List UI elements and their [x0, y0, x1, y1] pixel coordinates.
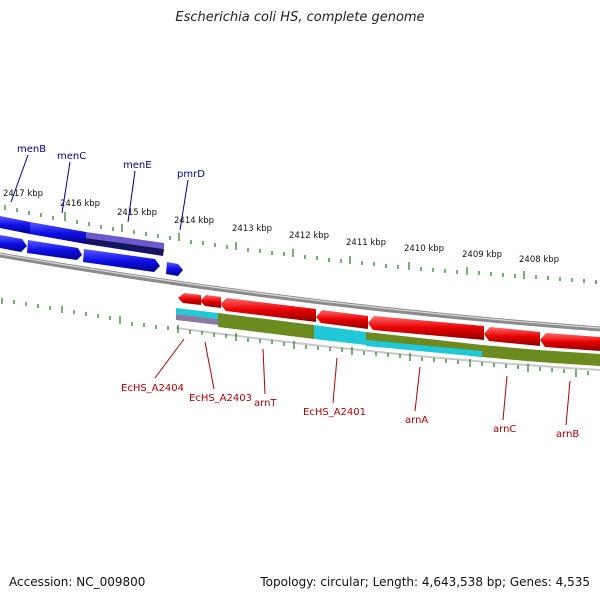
gene-arrow-menE[interactable] [86, 232, 164, 249]
feature-olive-d [538, 350, 600, 366]
gene-label-EcHS_A2404[interactable]: EcHS_A2404 [121, 383, 184, 394]
gene-arrow-arnB[interactable] [540, 333, 600, 351]
feature-cyan-c [366, 340, 482, 357]
gene-label-arnA[interactable]: arnA [405, 415, 428, 426]
ruler-label: 2415 kbp [117, 208, 157, 218]
gene-arrow-menB[interactable] [0, 216, 30, 234]
gene-label-menE[interactable]: menE [123, 160, 152, 171]
genome-backbone-highlight [0, 253, 600, 329]
feature-cyan-b [314, 325, 366, 345]
ruler-label: 2413 kbp [232, 224, 272, 234]
accession-text: Accession: NC_009800 [9, 575, 146, 589]
genome-backbone [0, 252, 600, 332]
reverse-label-leaders [154, 338, 571, 426]
forward-label-leaders [10, 154, 189, 231]
ruler-ticks-bottom [1, 298, 589, 377]
ruler-label: 2411 kbp [346, 238, 386, 248]
genome-summary-text: Topology: circular; Length: 4,643,538 bp… [260, 575, 590, 589]
reverse-cds-track [178, 293, 600, 351]
gene-arrow-EcHS_A2403[interactable] [200, 295, 221, 308]
gene-arrow-arnT[interactable] [220, 298, 316, 322]
forward-cds-track [0, 216, 183, 276]
gene-label-pmrD[interactable]: pmrD [177, 169, 205, 180]
ruler-label: 2416 kbp [60, 199, 100, 209]
gene-arrow-pmrD[interactable] [166, 262, 183, 276]
feature-cyan-a [176, 308, 218, 319]
gene-arrow-EcHS_A2404[interactable] [178, 293, 201, 305]
gene-arrow-a[interactable] [0, 235, 27, 252]
ruler-label: 2408 kbp [519, 255, 559, 265]
gene-arrow-arnC[interactable] [484, 327, 540, 346]
ruler-label: 2414 kbp [174, 216, 214, 226]
feature-olive-c [482, 345, 538, 362]
ruler-label: 2417 kbp [3, 189, 43, 199]
feature-purple [176, 314, 218, 325]
gene-label-arnC[interactable]: arnC [493, 424, 516, 435]
gene-label-menC[interactable]: menC [57, 151, 86, 162]
gene-label-EcHS_A2401[interactable]: EcHS_A2401 [303, 407, 366, 418]
ruler-label: 2409 kbp [462, 250, 502, 260]
ruler-ticks-top [4, 205, 597, 284]
gene-arrow-c[interactable] [83, 249, 160, 272]
ruler-label: 2410 kbp [404, 244, 444, 254]
gene-arrow-menE-dark [86, 238, 164, 256]
ruler-label: 2412 kbp [289, 231, 329, 241]
gene-arrow-b[interactable] [27, 240, 82, 260]
gene-label-EcHS_A2403[interactable]: EcHS_A2403 [189, 393, 252, 404]
feature-olive-a [218, 313, 314, 339]
gene-label-arnT[interactable]: arnT [254, 398, 277, 409]
gene-arrow-arnA[interactable] [368, 316, 484, 340]
gene-label-arnB[interactable]: arnB [556, 429, 579, 440]
gene-label-menB[interactable]: menB [17, 144, 46, 155]
gene-arrow-EcHS_A2401[interactable] [316, 310, 368, 329]
gene-arrow-menC[interactable] [30, 222, 86, 244]
map-title: Escherichia coli HS, complete genome [175, 10, 425, 25]
